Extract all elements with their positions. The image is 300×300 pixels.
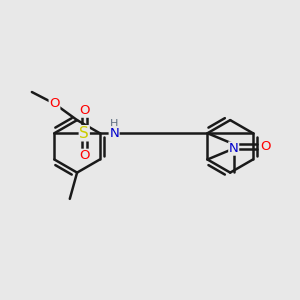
- Text: O: O: [49, 97, 60, 110]
- Text: O: O: [260, 140, 271, 153]
- Text: N: N: [109, 127, 119, 140]
- Text: O: O: [80, 149, 90, 162]
- Text: H: H: [110, 119, 118, 129]
- Text: N: N: [229, 142, 238, 155]
- Text: S: S: [80, 126, 89, 141]
- Text: O: O: [80, 104, 90, 117]
